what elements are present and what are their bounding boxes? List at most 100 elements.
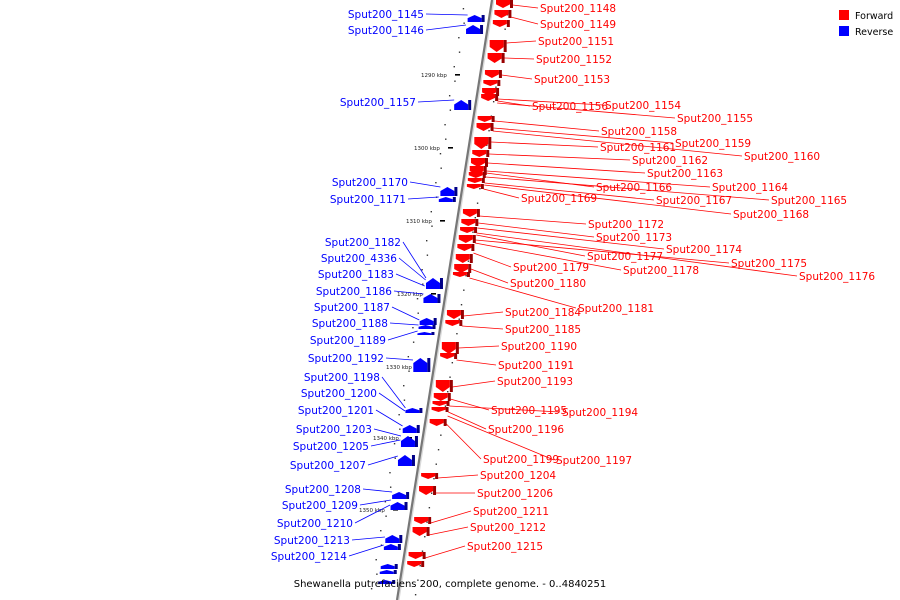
- tick-dot: [458, 318, 460, 320]
- tick-dot: [428, 507, 431, 509]
- tick-dot: [449, 109, 452, 111]
- tick-dot: [384, 501, 387, 503]
- gene-arrow: [429, 419, 447, 426]
- gene-label-reverse: Sput200_1145: [348, 9, 424, 21]
- leader-line-forward: [506, 40, 537, 44]
- tick-dot: [380, 530, 382, 532]
- leader-line-reverse: [391, 306, 420, 321]
- leader-line-forward: [428, 526, 469, 536]
- leader-line-reverse: [395, 273, 425, 287]
- leader-line-reverse: [385, 357, 414, 361]
- tick-dot: [448, 95, 451, 97]
- leader-line-reverse: [373, 428, 402, 437]
- gene-arrow: [441, 342, 459, 354]
- tick-dot: [454, 80, 456, 82]
- tick-dot: [440, 167, 442, 169]
- gene-arrow: [421, 473, 439, 479]
- leader-line-reverse: [381, 376, 406, 409]
- leader-line-forward: [446, 423, 482, 460]
- leader-line-reverse: [359, 499, 391, 506]
- gene-arrow: [423, 294, 441, 303]
- gene-arrow: [440, 187, 458, 196]
- gene-arrow: [477, 116, 495, 122]
- tick-dot: [449, 376, 451, 378]
- gene-label-forward: Sput200_1159: [675, 138, 751, 150]
- gene-label-reverse: Sput200_1210: [277, 518, 353, 530]
- gene-arrow: [462, 209, 480, 217]
- tick-dot: [419, 565, 421, 567]
- tick-dot: [439, 153, 442, 155]
- gene-arrow: [466, 25, 484, 34]
- gene-arrow: [397, 455, 415, 466]
- gene-label-reverse: Sput200_1213: [274, 535, 350, 547]
- leader-line-forward: [476, 234, 586, 257]
- leader-line-forward: [458, 345, 500, 349]
- tick-dot: [393, 443, 396, 445]
- tick-dot: [430, 492, 433, 494]
- gene-arrow: [433, 393, 451, 401]
- tick-dot: [403, 399, 406, 401]
- gene-label-forward: Sput200_1151: [538, 36, 614, 48]
- gene-label-forward: Sput200_1152: [536, 54, 612, 66]
- tick-dot: [453, 66, 455, 68]
- gene-label-forward: Sput200_1161: [600, 142, 676, 154]
- tick-dot: [389, 486, 392, 488]
- genome-caption: Shewanella putrefaciens 200, complete ge…: [294, 579, 607, 590]
- gene-arrow: [412, 527, 430, 536]
- legend-forward-swatch: [839, 10, 849, 20]
- gene-label-forward: Sput200_1154: [605, 100, 681, 112]
- leader-line-forward: [447, 415, 555, 461]
- leader-line-reverse: [354, 504, 391, 524]
- gene-label-forward: Sput200_1176: [799, 271, 875, 283]
- gene-label-reverse: Sput200_1170: [332, 177, 408, 189]
- tick-mark: [455, 74, 460, 76]
- leader-line-reverse: [367, 455, 398, 466]
- gene-arrow: [419, 318, 437, 325]
- tick-dot: [380, 544, 383, 546]
- gene-label-reverse: Sput200_1201: [298, 405, 374, 417]
- gene-arrow: [400, 436, 418, 447]
- leader-line-reverse: [393, 290, 424, 295]
- tick-dot: [467, 260, 470, 262]
- gene-label-reverse: Sput200_1207: [290, 460, 366, 472]
- tick-dot: [444, 124, 446, 126]
- gene-arrow: [467, 178, 485, 183]
- leader-line-forward: [512, 4, 539, 9]
- gene-label-forward: Sput200_1206: [477, 488, 553, 500]
- tick-dot: [492, 101, 495, 103]
- tick-label: 1350 kbp: [359, 508, 385, 514]
- gene-label-reverse: Sput200_1171: [330, 194, 406, 206]
- tick-dot: [426, 240, 428, 242]
- gene-arrow: [461, 219, 479, 226]
- gene-label-reverse: Sput200_1203: [296, 424, 372, 436]
- leader-line-forward: [497, 98, 604, 106]
- leader-line-forward: [493, 127, 674, 144]
- tick-dot: [408, 370, 410, 372]
- leader-line-reverse: [375, 409, 403, 427]
- leader-line-forward: [448, 411, 487, 430]
- tick-dot: [437, 449, 440, 451]
- gene-label-forward: Sput200_1173: [596, 232, 672, 244]
- gene-label-forward: Sput200_1164: [712, 182, 788, 194]
- gene-arrow: [402, 425, 420, 433]
- tick-dot: [376, 573, 378, 575]
- tick-dot: [476, 202, 479, 204]
- gene-label-reverse: Sput200_1187: [314, 302, 390, 314]
- leader-line-reverse: [389, 322, 419, 326]
- leader-line-reverse: [351, 536, 386, 541]
- tick-dot: [435, 182, 437, 184]
- gene-label-reverse: Sput200_4336: [321, 253, 397, 265]
- gene-label-reverse: Sput200_1209: [282, 500, 358, 512]
- leader-line-reverse: [425, 13, 468, 16]
- gene-label-reverse: Sput200_1198: [304, 372, 380, 384]
- tick-dot: [426, 254, 429, 256]
- gene-arrow: [468, 172, 486, 178]
- tick-dot: [399, 428, 401, 430]
- tick-dot: [430, 211, 432, 213]
- gene-labels: Sput200_1145 Sput200_1146 Sput200_1157 Sput…: [271, 3, 876, 563]
- gene-label-reverse: Sput200_1214: [271, 551, 347, 563]
- gene-arrow: [446, 310, 464, 319]
- gene-arrow: [405, 408, 423, 413]
- leader-line-forward: [461, 325, 504, 330]
